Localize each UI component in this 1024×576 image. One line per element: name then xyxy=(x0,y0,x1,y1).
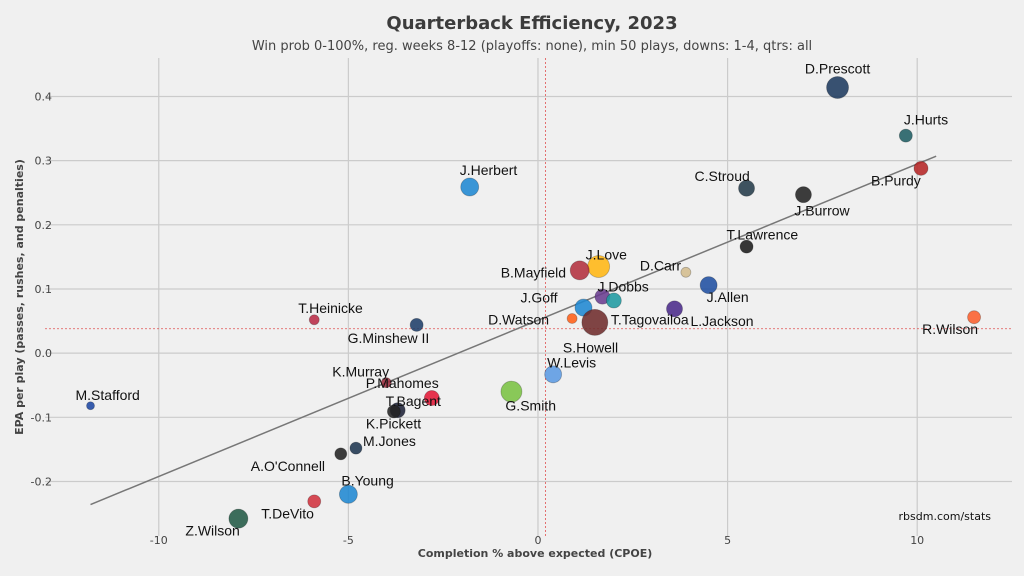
label-g-smith: G.Smith xyxy=(505,398,556,414)
point-l-jackson xyxy=(666,300,683,318)
y-tick-label: 0.1 xyxy=(35,283,53,296)
data-labels: D.Prescott J.Hurts B.Purdy C.Stroud J.Burrow… xyxy=(76,61,979,539)
label-t-bagent: T.Bagent xyxy=(386,393,441,409)
point-m-jones xyxy=(349,441,363,455)
x-tick-label: -10 xyxy=(150,534,168,547)
y-tick-label: -0.1 xyxy=(31,411,52,424)
label-j-burrow: J.Burrow xyxy=(794,203,850,219)
label-r-wilson: R.Wilson xyxy=(922,321,978,337)
label-d-carr: D.Carr xyxy=(640,257,682,273)
label-m-jones: M.Jones xyxy=(363,433,416,449)
label-k-murray: K.Murray xyxy=(332,364,389,380)
label-t-devito: T.DeVito xyxy=(261,505,314,521)
label-d-watson: D.Watson xyxy=(488,311,549,327)
label-d-prescott: D.Prescott xyxy=(805,61,870,77)
y-tick-label: -0.2 xyxy=(31,475,52,488)
y-tick-label: 0.2 xyxy=(35,219,53,232)
point-g-minshew-ii xyxy=(409,318,424,332)
label-b-purdy: B.Purdy xyxy=(871,172,921,188)
point-c-stroud xyxy=(738,179,755,197)
x-tick-label: 10 xyxy=(910,534,924,547)
point-d-carr xyxy=(680,266,692,278)
y-tick-label: 0.0 xyxy=(35,347,53,360)
trend-line xyxy=(90,155,937,506)
label-m-stafford: M.Stafford xyxy=(76,387,140,403)
point-d-watson xyxy=(566,313,578,324)
point-t-tagovailoa xyxy=(605,292,622,309)
label-b-mayfield: B.Mayfield xyxy=(501,264,566,280)
chart-subtitle: Win prob 0-100%, reg. weeks 8-12 (playof… xyxy=(252,39,812,54)
label-s-howell: S.Howell xyxy=(563,339,618,355)
label-k-pickett: K.Pickett xyxy=(366,416,421,432)
label-j-goff: J.Goff xyxy=(520,290,557,306)
point-s-howell xyxy=(581,308,609,336)
label-j-love: J.Love xyxy=(586,247,627,263)
point-b-young xyxy=(338,484,358,504)
point-m-stafford xyxy=(86,401,95,411)
point-j-burrow xyxy=(795,186,812,204)
point-j-hurts xyxy=(898,128,913,143)
x-axis-label: Completion % above expected (CPOE) xyxy=(418,547,653,560)
tick-labels: -10 -5 0 5 10 -0.2 -0.1 0.0 0.1 0.2 0.3 0.4 xyxy=(31,90,925,547)
label-w-levis: W.Levis xyxy=(547,354,596,370)
y-axis-label: EPA per play (passes, rushes, and penalt… xyxy=(13,159,26,435)
point-r-wilson xyxy=(967,310,981,325)
point-d-prescott xyxy=(826,76,849,99)
label-t-heinicke: T.Heinicke xyxy=(298,300,363,316)
x-tick-label: 0 xyxy=(534,534,541,547)
x-tick-label: 5 xyxy=(724,534,731,547)
source-note: rbsdm.com/stats xyxy=(899,510,992,523)
label-t-lawrence: T.Lawrence xyxy=(727,227,799,243)
point-z-wilson xyxy=(228,508,249,529)
label-b-young: B.Young xyxy=(341,472,393,488)
point-k-murray xyxy=(380,377,392,389)
point-g-smith xyxy=(500,380,523,403)
point-j-herbert xyxy=(460,177,480,197)
data-points xyxy=(86,76,981,529)
label-z-wilson: Z.Wilson xyxy=(185,523,239,539)
x-tick-label: -5 xyxy=(343,534,354,547)
label-t-tagovailoa: T.Tagovailoa xyxy=(611,312,689,328)
label-l-jackson: L.Jackson xyxy=(690,313,753,329)
point-w-levis xyxy=(544,365,563,384)
trend-line-layer xyxy=(90,155,937,506)
label-p-mahomes: P.Mahomes xyxy=(366,375,439,391)
label-g-minshew-ii: G.Minshew II xyxy=(348,330,430,346)
label-j-dobbs: J.Dobbs xyxy=(597,279,648,295)
label-j-hurts: J.Hurts xyxy=(904,112,948,128)
point-b-mayfield xyxy=(569,260,590,281)
y-tick-label: 0.4 xyxy=(35,90,53,103)
chart-title: Quarterback Efficiency, 2023 xyxy=(386,13,677,34)
label-a-o-connell: A.O'Connell xyxy=(251,458,325,474)
point-j-allen xyxy=(699,276,718,295)
reference-lines xyxy=(45,58,1012,536)
point-a-o-connell xyxy=(334,447,348,461)
label-j-herbert: J.Herbert xyxy=(460,162,518,178)
y-tick-label: 0.3 xyxy=(35,155,53,168)
point-b-purdy xyxy=(913,160,929,176)
point-t-heinicke xyxy=(308,314,320,326)
point-t-lawrence xyxy=(739,239,754,254)
label-j-allen: J.Allen xyxy=(707,289,749,305)
label-c-stroud: C.Stroud xyxy=(695,168,750,184)
point-p-mahomes xyxy=(423,390,440,406)
point-t-devito xyxy=(307,494,322,509)
grid-layer xyxy=(45,58,1012,536)
point-k-pickett xyxy=(386,404,401,419)
